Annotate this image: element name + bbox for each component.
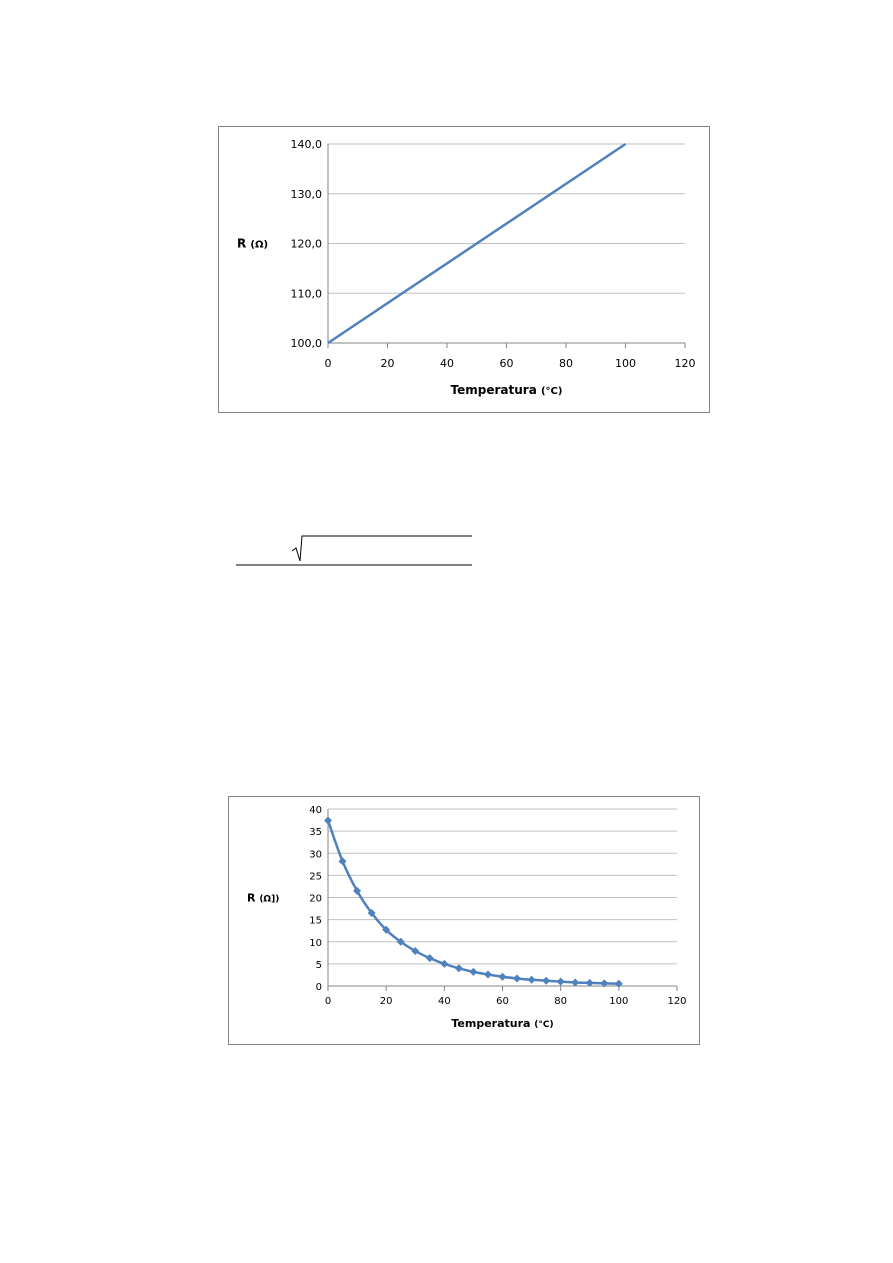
y-tick-label: 120,0 xyxy=(291,238,323,251)
data-point-marker xyxy=(367,908,376,917)
y-tick-label: 15 xyxy=(309,916,322,927)
data-point-marker xyxy=(440,959,449,968)
y-axis-title: R (Ω]) xyxy=(247,892,279,905)
x-tick-label: 20 xyxy=(381,357,395,370)
data-point-marker xyxy=(542,976,551,985)
y-tick-label: 100,0 xyxy=(291,337,323,350)
data-point-marker xyxy=(396,937,405,946)
data-point-marker xyxy=(425,954,434,963)
x-tick-label: 60 xyxy=(500,357,514,370)
data-point-marker xyxy=(571,978,580,987)
y-tick-label: 30 xyxy=(309,849,322,860)
data-point-marker xyxy=(483,970,492,979)
x-tick-label: 120 xyxy=(675,357,696,370)
chart-linear-svg: 100,0 110,0 120,0 130,0 140,0 0 20 40 60 80 100 120… xyxy=(237,138,696,397)
y-axis-title: R (Ω) xyxy=(237,237,268,251)
y-tick-label: 0 xyxy=(316,982,322,993)
sqrt-sign xyxy=(291,535,472,562)
y-tick-label: 20 xyxy=(309,894,322,905)
y-tick-label: 25 xyxy=(309,871,322,882)
sqrt-formula-fragment xyxy=(236,535,472,566)
series-line xyxy=(327,142,627,345)
data-point-marker xyxy=(513,974,522,983)
x-tick-label: 100 xyxy=(615,357,636,370)
data-point-marker xyxy=(585,978,594,987)
x-tick-label: 40 xyxy=(438,996,451,1007)
x-tick-label: 40 xyxy=(440,357,454,370)
data-point-marker xyxy=(454,964,463,973)
chart-linear-resistance: 100,0 110,0 120,0 130,0 140,0 0 20 40 60 80 100 120… xyxy=(218,126,710,413)
x-axis-title: Temperatura (°C) xyxy=(451,383,563,397)
x-tick-label: 20 xyxy=(380,996,393,1007)
x-tick-label: 80 xyxy=(554,996,567,1007)
chart-exponential-svg: 0 5 10 15 20 25 30 35 40 0 20 40 60 80 100 120 Temperatu… xyxy=(247,805,687,1030)
y-tick-label: 5 xyxy=(316,960,322,971)
x-tick-label: 0 xyxy=(325,996,331,1007)
y-tick-label: 110,0 xyxy=(291,287,323,300)
data-point-marker xyxy=(600,979,609,988)
data-point-marker xyxy=(353,886,362,895)
x-tick-label: 60 xyxy=(496,996,509,1007)
x-axis-title: Temperatura (°C) xyxy=(451,1017,553,1030)
y-tick-label: 40 xyxy=(309,805,322,816)
x-tick-label: 120 xyxy=(667,996,686,1007)
data-point-marker xyxy=(382,925,391,934)
series-line xyxy=(326,820,619,986)
x-tick-label: 0 xyxy=(325,357,332,370)
data-point-marker xyxy=(324,816,332,825)
y-tick-label: 35 xyxy=(309,827,322,838)
x-tick-label: 80 xyxy=(559,357,573,370)
y-tick-label: 10 xyxy=(309,938,322,949)
x-tick-label: 100 xyxy=(609,996,628,1007)
data-point-marker xyxy=(556,977,565,986)
y-tick-label: 130,0 xyxy=(291,188,323,201)
chart-exponential-resistance: 0 5 10 15 20 25 30 35 40 0 20 40 60 80 100 120 Temperatu… xyxy=(228,796,700,1045)
data-point-marker xyxy=(338,857,347,866)
data-point-marker xyxy=(527,975,536,984)
data-point-marker xyxy=(469,967,478,976)
y-tick-label: 140,0 xyxy=(291,138,323,151)
data-point-marker xyxy=(411,947,420,956)
data-point-marker xyxy=(498,972,507,981)
data-point-marker xyxy=(614,979,623,988)
